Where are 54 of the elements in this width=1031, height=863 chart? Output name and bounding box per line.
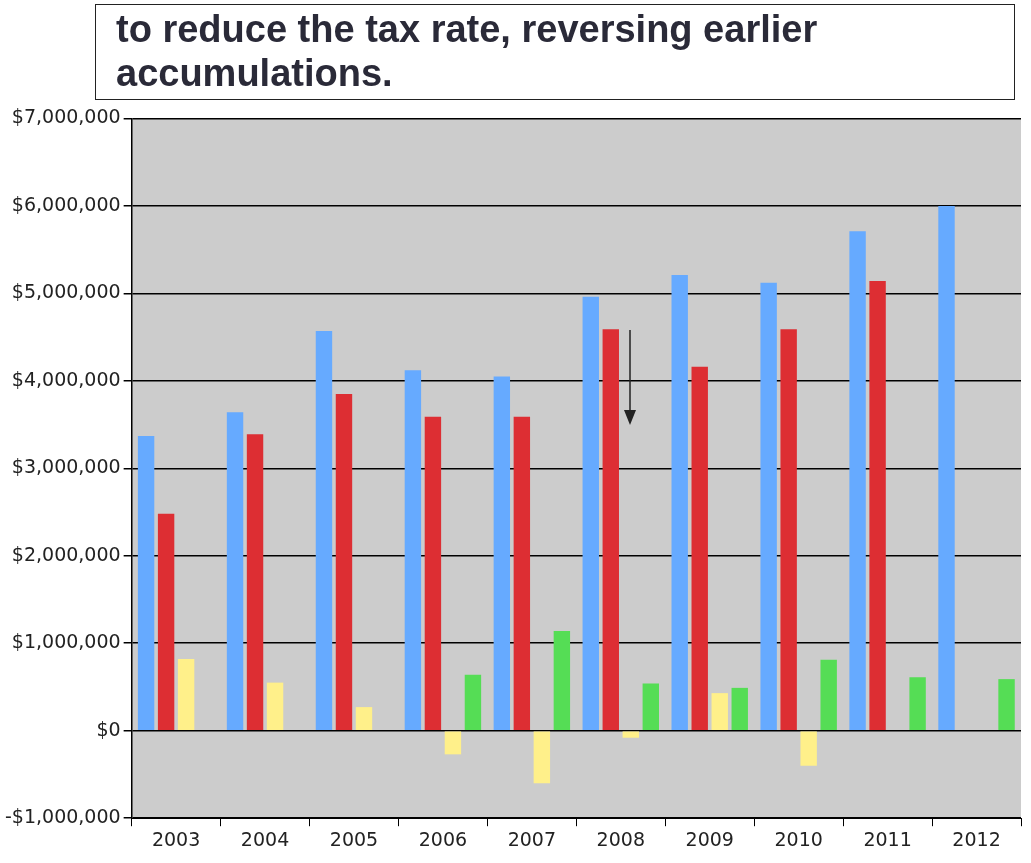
y-tick-label: $5,000,000 <box>11 280 121 303</box>
x-tick-label: 2007 <box>507 827 557 850</box>
y-tick-label: $0 <box>96 717 121 740</box>
bar <box>335 393 353 730</box>
x-tick-label: 2011 <box>863 827 912 850</box>
bar <box>760 282 777 730</box>
y-tick-label: $3,000,000 <box>11 455 121 478</box>
bar <box>780 329 797 730</box>
bar <box>602 329 619 730</box>
bar <box>424 416 442 730</box>
bar <box>711 693 728 730</box>
x-tick-label: 2012 <box>952 827 1001 850</box>
y-tick-label: $1,000,000 <box>11 630 121 653</box>
y-tick-label: $4,000,000 <box>11 367 121 390</box>
bar <box>691 366 708 730</box>
bar <box>404 370 422 730</box>
y-tick-label: $2,000,000 <box>11 542 121 565</box>
x-tick-label: 2005 <box>329 827 379 850</box>
bar <box>355 707 373 730</box>
bar <box>869 281 886 730</box>
x-tick-label: 2009 <box>685 827 734 850</box>
bar <box>800 731 817 766</box>
text: to reduce the tax rate, reversing earlier accumulations. <box>95 4 1015 100</box>
bar <box>266 682 284 730</box>
bar <box>820 659 837 730</box>
x-tick-label: 2008 <box>596 827 645 850</box>
bar <box>246 434 264 730</box>
x-tick-label: 2003 <box>151 827 201 850</box>
bar <box>909 677 926 730</box>
bar <box>137 435 155 730</box>
x-tick-label: 2006 <box>418 827 468 850</box>
bar <box>731 687 748 730</box>
bar <box>464 674 482 730</box>
bar <box>226 412 244 730</box>
bar <box>553 631 571 730</box>
bar <box>849 231 866 730</box>
y-tick-label: $6,000,000 <box>11 192 121 215</box>
bar <box>157 513 175 730</box>
bar <box>998 679 1015 730</box>
bar <box>177 659 195 730</box>
bar <box>315 330 333 730</box>
bar <box>533 731 551 784</box>
bar <box>938 205 955 730</box>
bar <box>444 731 462 755</box>
bar <box>493 376 511 730</box>
bar <box>642 683 660 730</box>
bar <box>513 416 531 730</box>
x-tick-label: 2004 <box>240 827 290 850</box>
x-tick-label: 2010 <box>774 827 823 850</box>
y-tick-label: -$1,000,000 <box>4 805 121 828</box>
bar <box>582 296 599 730</box>
bar <box>671 274 688 730</box>
y-tick-label: $7,000,000 <box>11 105 121 128</box>
bar <box>622 731 639 738</box>
